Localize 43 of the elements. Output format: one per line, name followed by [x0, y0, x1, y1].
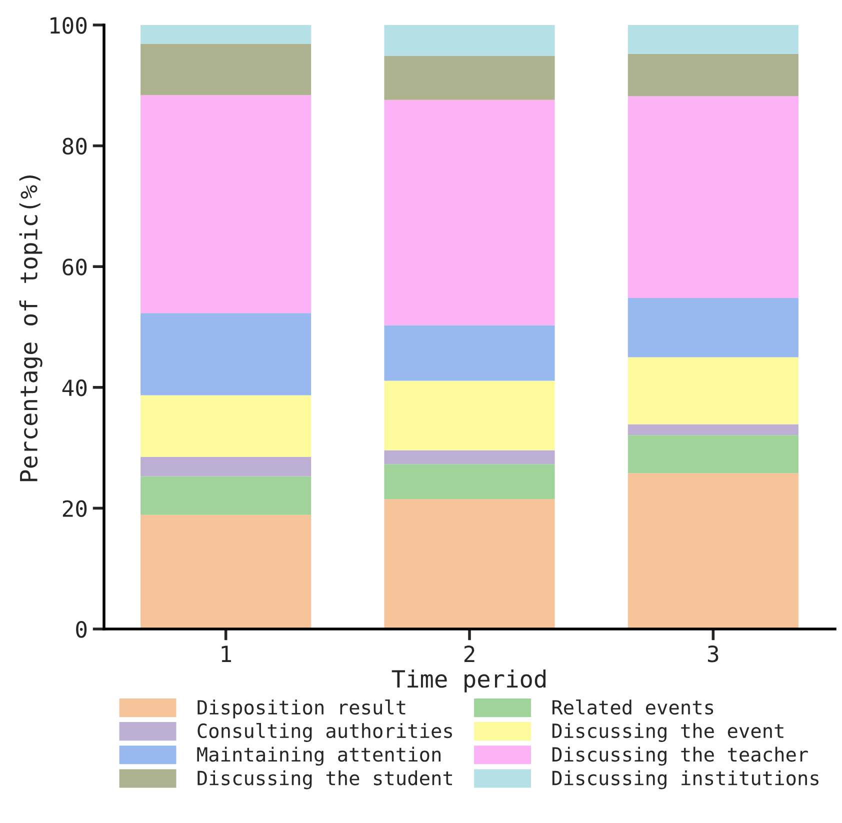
x-tick-label: 1: [222, 646, 232, 662]
y-tick-label: 100: [50, 17, 87, 34]
x-axis-title: Time period: [392, 670, 546, 692]
legend-label: Maintaining attention: [197, 746, 440, 766]
bar: [140, 25, 312, 44]
bar: [628, 96, 798, 298]
bar: [628, 473, 798, 629]
bar: [384, 100, 555, 326]
y-tick-label: 80: [62, 138, 87, 155]
bar: [140, 44, 312, 96]
bar: [384, 25, 555, 56]
bar: [628, 25, 798, 54]
bar: [628, 435, 798, 474]
bar: [140, 395, 312, 457]
bar: [140, 514, 312, 629]
y-tick-label: 60: [62, 258, 87, 276]
bar: [140, 456, 312, 476]
legend-label: Discussing the event: [552, 723, 784, 742]
y-tick-label: 20: [62, 500, 87, 518]
bar: [384, 499, 555, 629]
legend-label: Related events: [552, 699, 714, 715]
legend-label: Disposition result: [198, 699, 406, 718]
bar: [384, 380, 555, 450]
x-tick-label: 2: [464, 645, 474, 662]
bar: [628, 298, 798, 358]
bar: [628, 424, 798, 436]
bar: [628, 54, 798, 96]
y-axis-title: Percentage of topic(%): [19, 176, 42, 482]
x-tick-label: 3: [708, 645, 718, 662]
legend-label: Discussing the teacher: [552, 746, 808, 766]
bar: [140, 313, 312, 396]
legend-label: Discussing the student: [198, 770, 452, 790]
bar: [384, 450, 555, 464]
bar: [384, 56, 555, 100]
legend-label: Consulting authorities: [198, 722, 452, 742]
y-tick-label: 40: [62, 379, 87, 396]
bar: [628, 357, 798, 424]
bar: [140, 476, 312, 515]
bar: [384, 325, 555, 381]
bar: [140, 95, 312, 314]
bar: [384, 464, 555, 500]
y-tick-label: 0: [76, 621, 87, 638]
legend-label: Discussing institutions: [552, 770, 818, 790]
